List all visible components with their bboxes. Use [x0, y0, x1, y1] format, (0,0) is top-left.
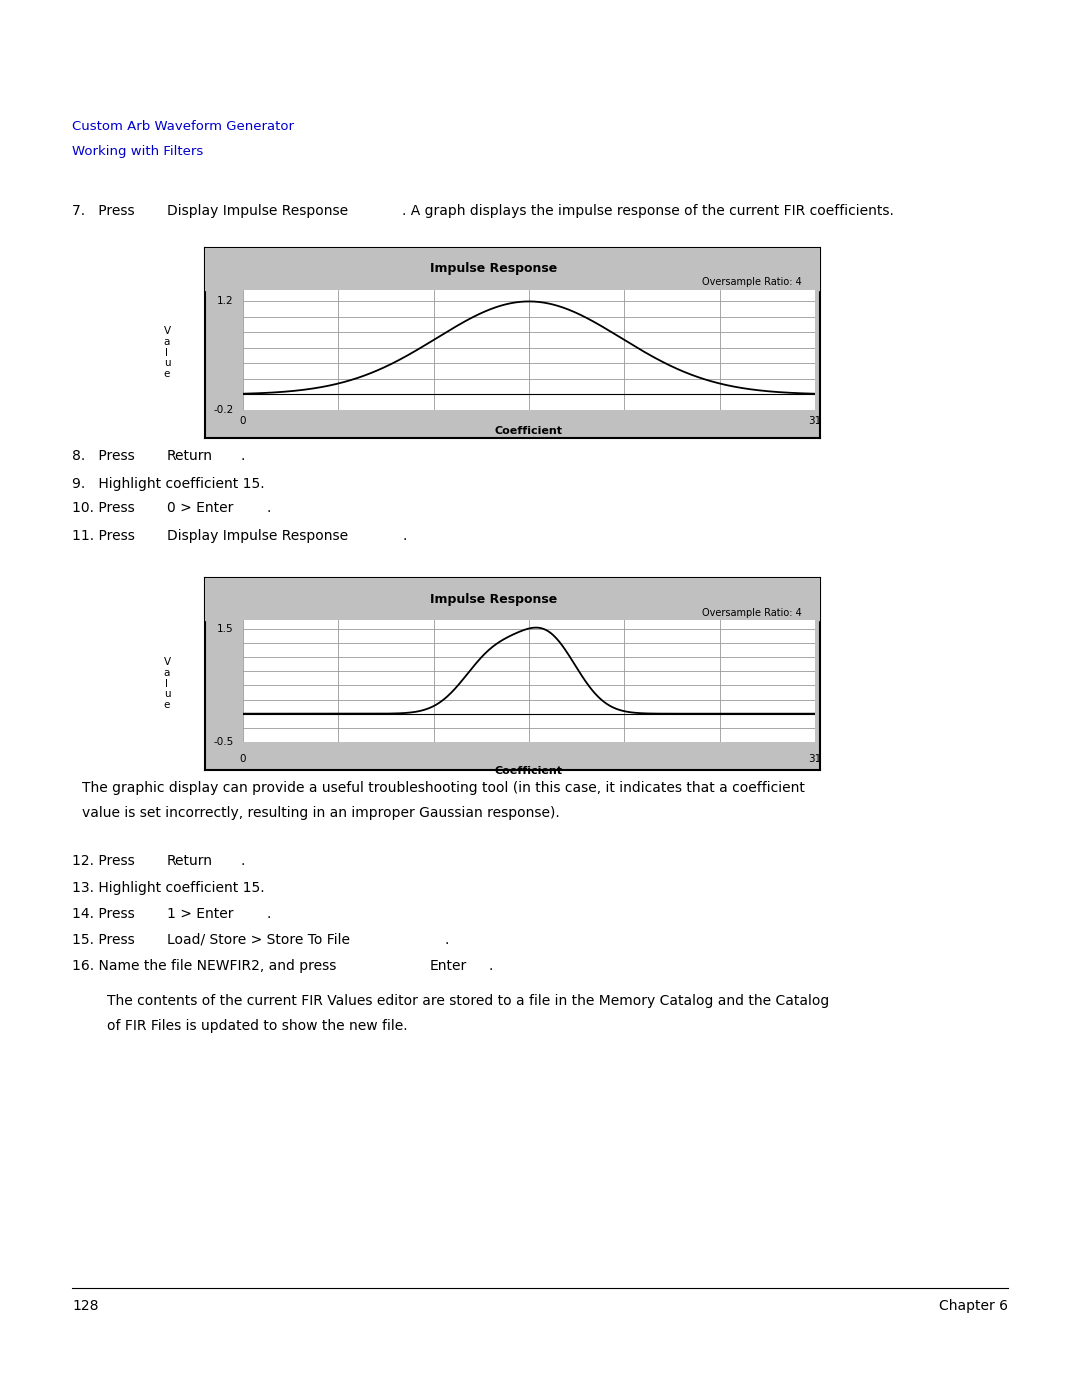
Text: Display Impulse Response: Display Impulse Response — [167, 204, 348, 218]
Text: 0: 0 — [240, 416, 246, 426]
Text: 12. Press: 12. Press — [72, 854, 139, 868]
Text: 14. Press: 14. Press — [72, 907, 139, 921]
Text: Impulse Response: Impulse Response — [431, 592, 557, 606]
Text: -0.2: -0.2 — [214, 405, 233, 415]
Text: 16. Name the file NEWFIR2, and press: 16. Name the file NEWFIR2, and press — [72, 958, 341, 972]
Text: 0 > Enter: 0 > Enter — [167, 502, 233, 515]
Text: V
a
l
u
e: V a l u e — [163, 326, 171, 379]
Text: The graphic display can provide a useful troubleshooting tool (in this case, it : The graphic display can provide a useful… — [82, 781, 805, 795]
Bar — [205, 249, 820, 289]
Text: The contents of the current FIR Values editor are stored to a file in the Memory: The contents of the current FIR Values e… — [107, 995, 829, 1009]
Text: 1 > Enter: 1 > Enter — [167, 907, 233, 921]
Text: 11. Press: 11. Press — [72, 529, 139, 543]
Text: Coefficient: Coefficient — [495, 766, 563, 775]
Text: .: . — [267, 502, 271, 515]
Text: 8.   Press: 8. Press — [72, 448, 139, 462]
Text: .: . — [445, 933, 449, 947]
Text: Coefficient: Coefficient — [495, 426, 563, 436]
Text: value is set incorrectly, resulting in an improper Gaussian response).: value is set incorrectly, resulting in a… — [82, 806, 559, 820]
Text: .: . — [240, 448, 244, 462]
Text: .: . — [488, 958, 492, 972]
Text: 9.   Highlight coefficient 15.: 9. Highlight coefficient 15. — [72, 476, 265, 490]
Text: 1.2: 1.2 — [217, 296, 233, 306]
Text: 0: 0 — [240, 754, 246, 764]
Text: 7.   Press: 7. Press — [72, 204, 139, 218]
Text: Oversample Ratio: 4: Oversample Ratio: 4 — [702, 608, 801, 617]
Text: Custom Arb Waveform Generator: Custom Arb Waveform Generator — [72, 120, 294, 133]
Text: Return: Return — [167, 448, 213, 462]
Text: Load/ Store > Store To File: Load/ Store > Store To File — [167, 933, 350, 947]
Text: 10. Press: 10. Press — [72, 502, 139, 515]
Text: Enter: Enter — [430, 958, 468, 972]
Text: Oversample Ratio: 4: Oversample Ratio: 4 — [702, 277, 801, 288]
Text: .: . — [267, 907, 271, 921]
Text: 31: 31 — [808, 416, 822, 426]
Text: Chapter 6: Chapter 6 — [939, 1299, 1008, 1313]
Text: . A graph displays the impulse response of the current FIR coefficients.: . A graph displays the impulse response … — [402, 204, 894, 218]
Text: Display Impulse Response: Display Impulse Response — [167, 529, 348, 543]
Text: .: . — [240, 854, 244, 868]
Text: 31: 31 — [808, 754, 822, 764]
Text: 1.5: 1.5 — [217, 623, 233, 634]
Text: 15. Press: 15. Press — [72, 933, 139, 947]
Text: of FIR Files is updated to show the new file.: of FIR Files is updated to show the new … — [107, 1018, 407, 1032]
Text: Return: Return — [167, 854, 213, 868]
Text: V
a
l
u
e: V a l u e — [163, 657, 171, 710]
Text: Impulse Response: Impulse Response — [431, 263, 557, 275]
Text: .: . — [402, 529, 406, 543]
Text: 13. Highlight coefficient 15.: 13. Highlight coefficient 15. — [72, 882, 265, 895]
Text: Working with Filters: Working with Filters — [72, 145, 203, 158]
Bar — [205, 578, 820, 620]
Text: 128: 128 — [72, 1299, 98, 1313]
Text: -0.5: -0.5 — [214, 738, 233, 747]
